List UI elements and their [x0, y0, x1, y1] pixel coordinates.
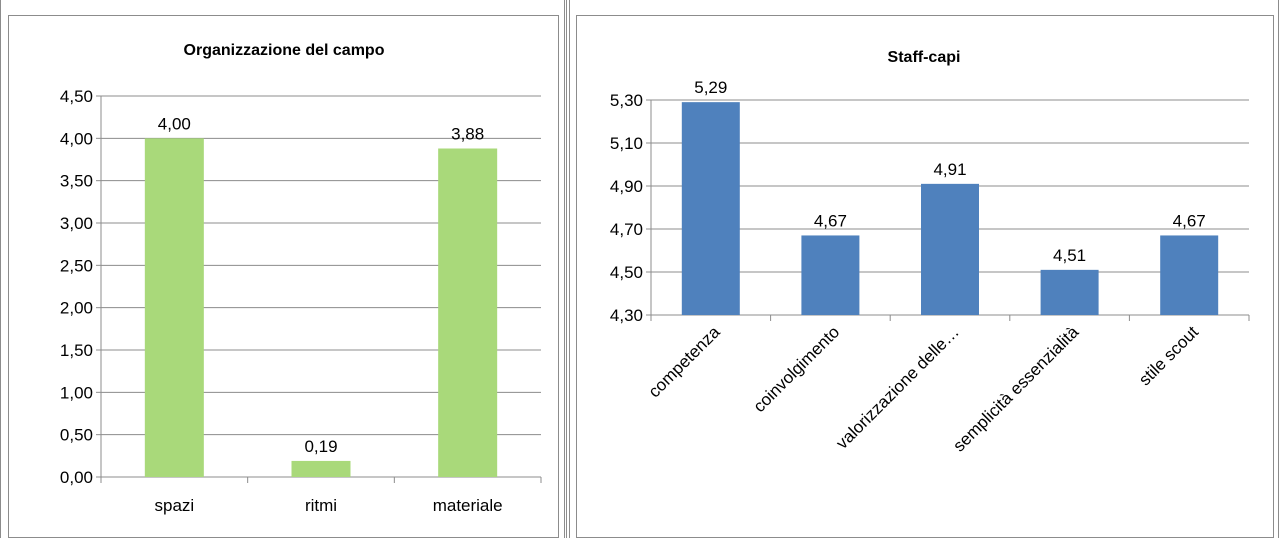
- y-tick-label: 4,50: [610, 263, 643, 282]
- panel-divider: [566, 0, 567, 538]
- y-tick-label: 4,70: [610, 220, 643, 239]
- chart-title: Organizzazione del campo: [184, 42, 385, 59]
- category-label: stile scout: [1135, 322, 1202, 389]
- y-tick-label: 5,30: [610, 91, 643, 110]
- data-label: 4,00: [158, 114, 191, 133]
- bar: [1040, 269, 1099, 315]
- y-tick-label: 0,50: [60, 426, 93, 445]
- bar: [681, 102, 740, 316]
- y-tick-label: 4,50: [60, 87, 93, 106]
- data-label: 5,29: [694, 78, 727, 97]
- y-tick-label: 3,50: [60, 172, 93, 191]
- data-label: 0,19: [304, 437, 337, 456]
- data-label: 4,51: [1053, 246, 1086, 265]
- y-tick-label: 0,00: [60, 468, 93, 487]
- y-tick-label: 4,30: [610, 306, 643, 325]
- y-tick-label: 1,00: [60, 383, 93, 402]
- chart-panel-staff-capi: Staff-capi 4,30 4,50 4,70 4,90 5,10 5,30 5,29 c…: [569, 0, 1279, 538]
- data-label: 4,67: [1173, 211, 1206, 230]
- y-tick-label: 3,00: [60, 214, 93, 233]
- category-label: competenza: [645, 322, 724, 401]
- category-label: spazi: [154, 496, 194, 515]
- category-label: materiale: [433, 496, 503, 515]
- category-label: valorizzazione delle…: [832, 322, 962, 452]
- y-tick-label: 1,50: [60, 341, 93, 360]
- bar: [438, 148, 498, 477]
- bar: [921, 183, 979, 315]
- bar: [144, 138, 204, 478]
- y-tick-label: 4,90: [610, 177, 643, 196]
- data-label: 4,67: [814, 211, 847, 230]
- data-label: 3,88: [451, 124, 484, 143]
- category-label: coinvolgimento: [750, 322, 844, 416]
- bar: [1160, 235, 1219, 315]
- chart-title: Staff-capi: [888, 49, 961, 66]
- chart-panel-organizzazione: Organizzazione del campo 0,00 0,50 1,00 1,5…: [0, 0, 565, 538]
- data-label: 4,91: [933, 160, 966, 179]
- bar: [291, 460, 351, 477]
- staff-capi-chart: Staff-capi 4,30 4,50 4,70 4,90 5,10 5,30 5,29 c…: [610, 49, 1250, 455]
- category-label: semplicità essenzialità: [949, 322, 1082, 455]
- y-tick-label: 2,00: [60, 299, 93, 318]
- y-tick-label: 2,50: [60, 256, 93, 275]
- y-tick-label: 5,10: [610, 134, 643, 153]
- bar: [801, 235, 860, 315]
- category-label: ritmi: [305, 496, 337, 515]
- y-tick-label: 4,00: [60, 129, 93, 148]
- organizzazione-chart: Organizzazione del campo 0,00 0,50 1,00 1,5…: [60, 42, 542, 515]
